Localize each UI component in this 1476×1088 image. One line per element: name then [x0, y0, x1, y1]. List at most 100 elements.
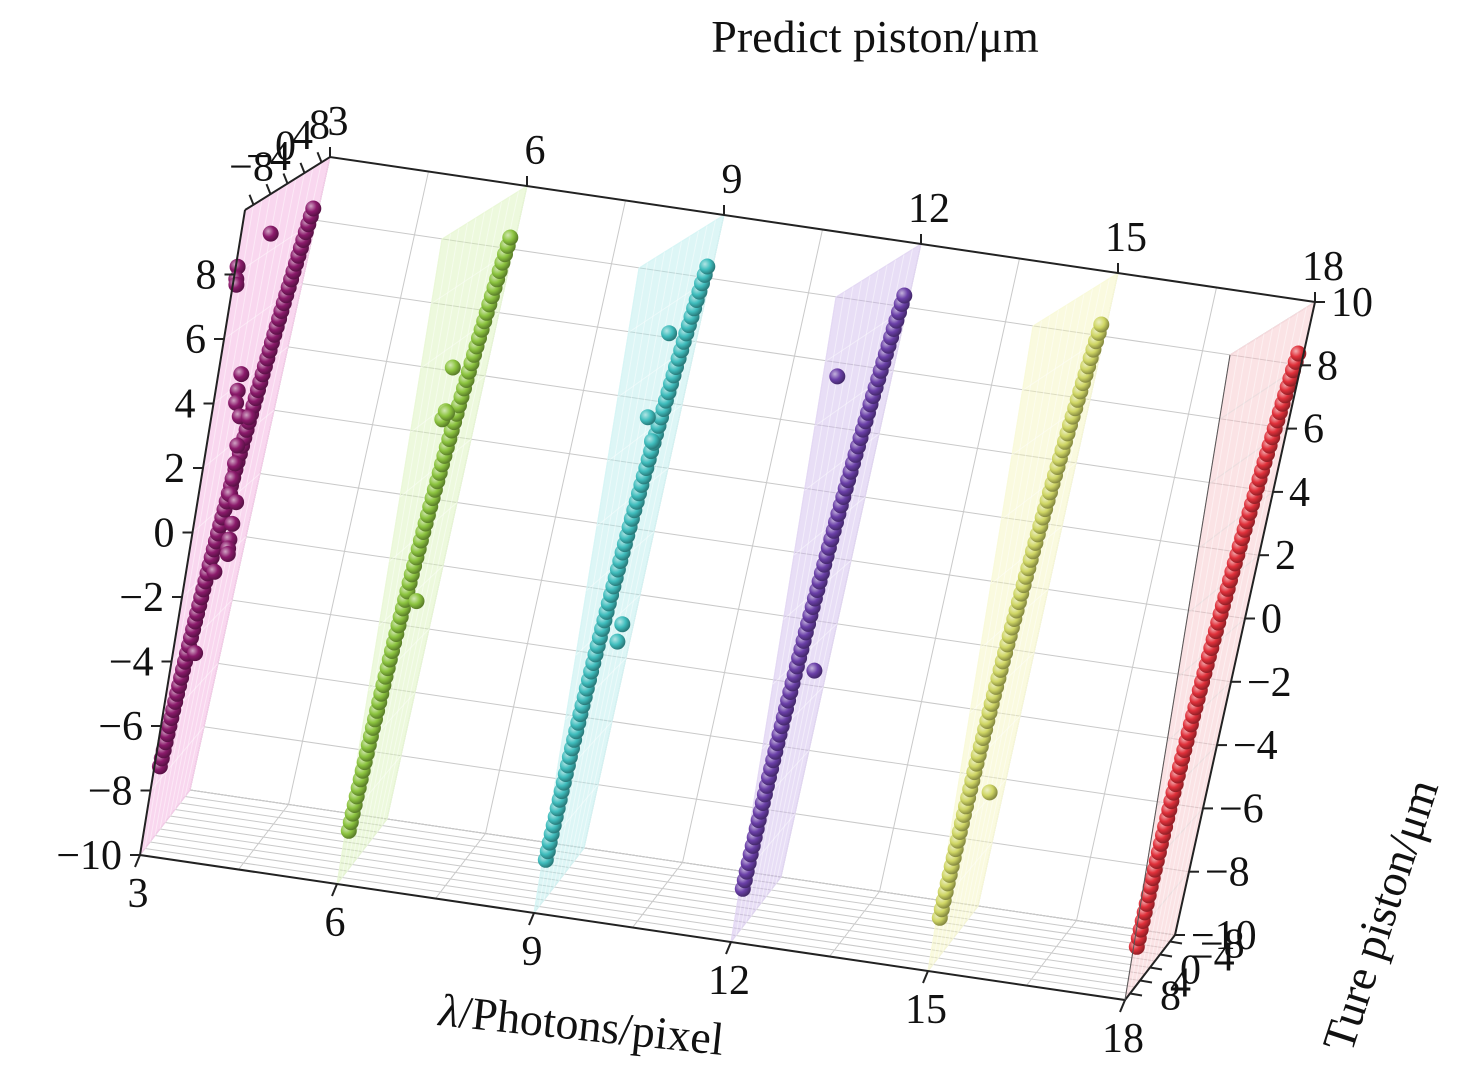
plane-grid-line	[336, 818, 388, 885]
depth-tick-label: 0	[1180, 948, 1201, 994]
top-left-tick-mark	[282, 173, 289, 184]
right-tick-label: 2	[1275, 533, 1296, 579]
right-tick-label: 8	[1317, 343, 1338, 389]
plane-grid-line	[386, 185, 528, 820]
left-tick-label: −6	[98, 704, 143, 750]
outlier-point	[206, 563, 223, 580]
series-9	[533, 213, 725, 914]
plane-grid-line	[1001, 462, 1077, 520]
outlier-point	[829, 368, 846, 385]
outlier-point	[233, 366, 250, 383]
outlier-point	[187, 645, 204, 662]
series-6	[336, 184, 528, 885]
plane-grid-line	[835, 243, 922, 298]
data-point	[305, 200, 322, 217]
depth-tick-mark	[1149, 966, 1163, 971]
top-lambda-tick-label: 15	[1105, 215, 1147, 261]
back-grid-line	[485, 200, 626, 834]
plane-grid-line	[765, 259, 896, 897]
right-grid-line	[1198, 491, 1274, 549]
plane-grid-line	[1159, 317, 1290, 955]
plane-grid-line	[638, 214, 725, 269]
top-lambda-tick-label: 18	[1302, 244, 1344, 290]
outlier-point	[224, 515, 241, 532]
lambda-tick-label: 6	[325, 900, 346, 946]
series-3	[139, 155, 331, 856]
right-tick-label: −10	[1191, 913, 1257, 959]
depth-tick-label: −4	[1190, 935, 1235, 981]
left-tick-label: 0	[154, 511, 175, 557]
lambda-tick-label: 12	[708, 958, 750, 1004]
data-point	[896, 287, 913, 304]
floor-grid-line	[1026, 920, 1077, 986]
right-tick-label: −6	[1219, 786, 1264, 832]
top-left-tick-mark	[265, 183, 272, 195]
plane-grid-line	[1032, 272, 1119, 327]
floor-grid-line	[632, 862, 683, 928]
outlier-point	[444, 359, 461, 376]
top-left-tick-label: 0	[275, 124, 296, 170]
outlier-point	[661, 325, 678, 342]
plane-grid-line	[189, 156, 331, 791]
outlier-point	[644, 433, 660, 450]
outlier-point	[806, 662, 823, 679]
outlier-point	[227, 455, 243, 472]
box-edge-right	[1124, 354, 1231, 1001]
back-grid-line	[879, 258, 1020, 892]
top-lambda-tick-label: 12	[908, 186, 950, 232]
lambda-tick-label: 3	[128, 871, 149, 917]
lambda-tick-label: 18	[1102, 1016, 1144, 1062]
plane-grid-line	[568, 230, 699, 868]
data-point	[699, 258, 716, 275]
left-tick-label: −2	[119, 575, 164, 621]
depth-tick-label: −8	[1200, 922, 1245, 968]
depth-tick-mark	[1129, 992, 1143, 997]
left-tick-label: −8	[88, 769, 133, 815]
tick-labels: 86420−2−4−6−8−101086420−2−4−6−8−10369121…	[56, 99, 1373, 1062]
floor-grid-line	[238, 804, 289, 870]
top-left-tick-label: 4	[292, 113, 313, 159]
back-grid-line	[682, 229, 823, 863]
outlier-point	[229, 437, 246, 454]
right-tick-label: 10	[1331, 280, 1373, 326]
outlier-point	[614, 616, 631, 633]
depth-tick-mark	[1139, 979, 1153, 984]
back-grid-line	[288, 171, 429, 805]
right-tick-label: −4	[1233, 723, 1278, 769]
left-tick-label: −10	[56, 833, 122, 879]
plane-grid-line	[371, 201, 502, 839]
plane-grid-line	[607, 404, 683, 462]
plane-grid-line	[780, 243, 922, 878]
top-left-tick-label: −8	[229, 145, 274, 191]
lambda-tick-mark	[528, 912, 535, 926]
outlier-point	[224, 470, 241, 487]
right-tick-label: 0	[1261, 597, 1282, 643]
left-tick-label: 8	[196, 253, 217, 299]
outlier-point	[228, 276, 245, 293]
top-lambda-tick-label: 9	[722, 157, 743, 203]
outlier-point	[262, 225, 279, 242]
true-axis-title: Ture piston/μm	[1312, 773, 1448, 1058]
lambda-tick-mark	[1119, 999, 1126, 1013]
floor-grid-line	[435, 833, 486, 899]
plane-grid-line	[1198, 491, 1274, 549]
plane-grid-line	[441, 185, 528, 240]
right-tick-label: 6	[1303, 407, 1324, 453]
plane-grid-line	[804, 433, 880, 491]
plane-grid-line	[213, 346, 289, 404]
outlier-point	[228, 494, 245, 511]
outlier-point	[229, 382, 246, 399]
series-12	[730, 242, 922, 943]
left-tick-label: 6	[185, 317, 206, 363]
lambda-tick-label: 9	[522, 929, 543, 975]
right-tick-label: −2	[1247, 660, 1292, 706]
top-left-tick-label: −4	[246, 134, 291, 180]
series-18	[1124, 300, 1316, 1001]
right-tick-label: −8	[1205, 850, 1250, 896]
outlier-point	[228, 394, 245, 411]
lambda-unit: /Photons/pixel	[457, 986, 727, 1065]
depth-tick-mark	[1159, 953, 1173, 958]
top-left-tick-mark	[316, 151, 323, 163]
